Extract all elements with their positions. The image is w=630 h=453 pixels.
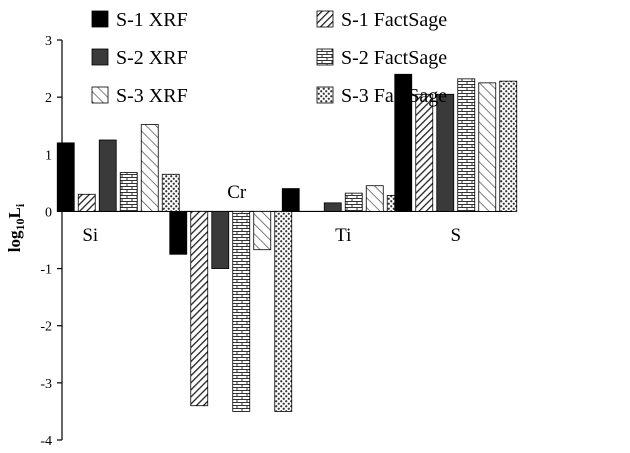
category-label-s: S	[450, 225, 461, 246]
y-tick-label: -4	[40, 434, 52, 449]
bar-s-1-factsage-cr	[190, 211, 209, 407]
bar-s-2-xrf-ti	[323, 202, 342, 212]
y-tick-label: -2	[40, 320, 52, 335]
bar-s-2-factsage-si	[119, 172, 138, 212]
y-tick-label: 3	[45, 34, 52, 49]
legend-swatch	[91, 86, 109, 104]
legend-label: S-3 FactSage	[341, 85, 447, 107]
bar-s-2-factsage-ti	[344, 192, 363, 212]
legend-label: S-1 XRF	[116, 9, 188, 31]
legend-label: S-3 XRF	[116, 85, 188, 107]
bar-s-2-factsage-s	[457, 78, 476, 212]
bar-s-3-xrf-ti	[365, 185, 384, 212]
bar-s-2-factsage-cr	[232, 211, 251, 412]
category-label-ti: Ti	[335, 225, 351, 246]
bar-s-3-factsage-s	[499, 80, 518, 212]
bar-s-1-xrf-cr	[169, 211, 188, 255]
legend-swatch	[91, 10, 109, 28]
legend-label: S-2 FactSage	[341, 47, 447, 69]
y-tick-label: -3	[40, 377, 52, 392]
bar-s-3-factsage-si	[161, 173, 180, 212]
bar-s-1-xrf-ti	[281, 188, 300, 212]
bar-s-2-xrf-cr	[211, 211, 230, 269]
bar-s-1-factsage-si	[77, 193, 96, 212]
legend-swatch	[91, 48, 109, 66]
legend: S-1 XRF S-1 FactSage S-2 XRF S-2 FactSage S-…	[91, 9, 447, 107]
y-axis-label-main: L	[5, 207, 24, 218]
y-axis-label-sub: 10	[13, 218, 27, 230]
y-axis-label: log10Li	[5, 203, 27, 252]
bar-s-2-xrf-s	[436, 93, 455, 212]
y-tick-label: 0	[45, 205, 52, 220]
y-tick-label: 1	[45, 148, 52, 163]
category-label-cr: Cr	[227, 182, 247, 203]
bar-s-1-xrf-si	[56, 142, 75, 212]
legend-label: S-2 XRF	[116, 47, 188, 69]
bar-s-1-factsage-s	[415, 93, 434, 212]
bar-s-2-xrf-si	[98, 139, 117, 212]
category-labels: Si Cr Ti S	[82, 182, 461, 246]
bar-s-3-factsage-cr	[274, 211, 293, 412]
y-tick-label: -1	[40, 263, 52, 278]
legend-swatch	[316, 48, 334, 66]
y-tick-label: 2	[45, 91, 52, 106]
category-label-si: Si	[82, 225, 98, 246]
y-axis-label-sub2: i	[13, 203, 27, 207]
bar-s-1-xrf-s	[394, 73, 413, 212]
legend-swatch	[316, 86, 334, 104]
bar-s-3-xrf-cr	[253, 211, 272, 251]
bars	[56, 73, 518, 412]
y-axis-label-base: log	[5, 230, 24, 252]
bar-s-3-xrf-s	[478, 82, 497, 212]
bar-s-3-xrf-si	[140, 124, 159, 212]
legend-swatch	[316, 10, 334, 28]
legend-label: S-1 FactSage	[341, 9, 447, 31]
